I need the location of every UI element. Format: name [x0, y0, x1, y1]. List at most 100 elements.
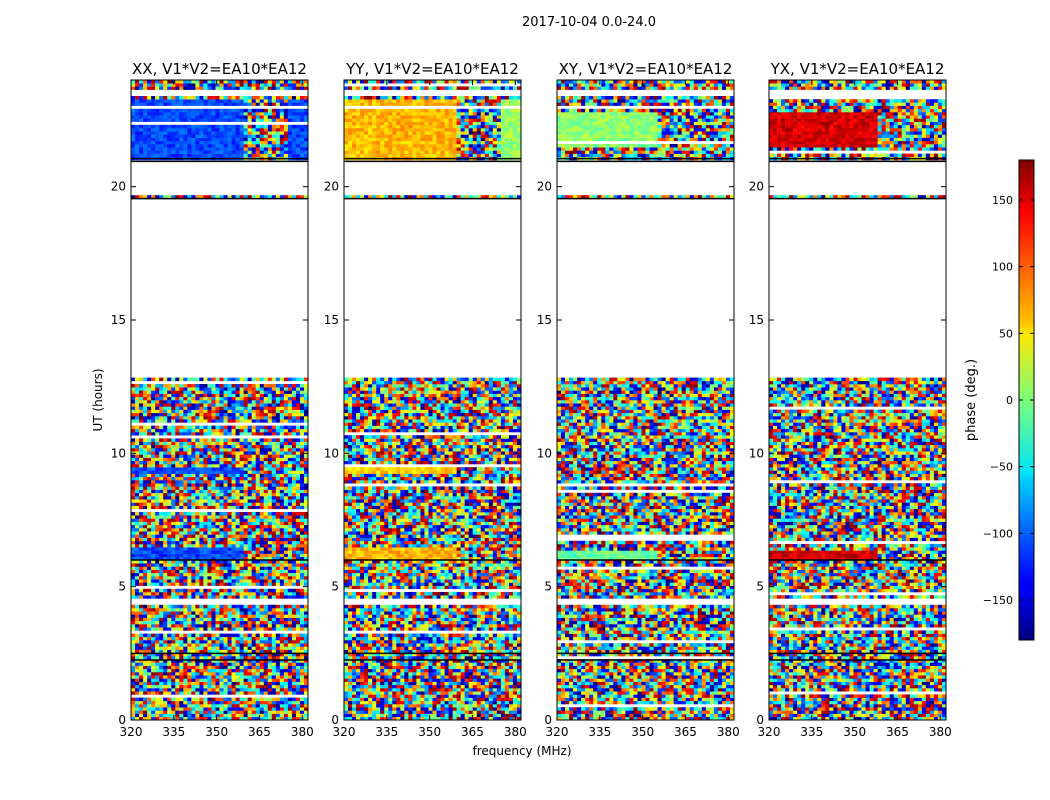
heatmap-cell [275, 384, 281, 388]
heatmap-cell [131, 153, 136, 158]
heatmap-cell [195, 489, 200, 494]
heatmap-cell [151, 400, 156, 404]
heatmap-cell [299, 505, 305, 510]
heatmap-cell [155, 108, 160, 113]
heatmap-cell [279, 432, 285, 436]
heatmap-cell [191, 153, 196, 158]
heatmap-cell [187, 108, 192, 113]
heatmap-cell [159, 627, 164, 631]
heatmap-cell [235, 531, 240, 535]
heatmap-cell [187, 544, 192, 548]
heatmap-cell [255, 540, 261, 545]
heatmap-cell [243, 512, 248, 516]
heatmap-cell [215, 432, 220, 436]
heatmap-cell [267, 412, 273, 417]
heatmap-cell [159, 396, 164, 401]
heatmap-cell [131, 400, 136, 404]
heatmap-cell [139, 633, 144, 638]
heatmap-cell [291, 387, 297, 391]
heatmap-cell [175, 579, 180, 583]
heatmap-cell [299, 428, 305, 433]
heatmap-cell [291, 579, 297, 583]
heatmap-cell [167, 595, 172, 599]
heatmap-cell [167, 627, 172, 631]
heatmap-cell [275, 118, 281, 122]
heatmap-cell [263, 441, 269, 446]
heatmap-cell [295, 563, 301, 567]
heatmap-cell [251, 140, 256, 145]
heatmap-cell [299, 582, 305, 586]
heatmap-cell [243, 646, 248, 650]
heatmap-cell [247, 534, 252, 538]
heatmap-cell [259, 448, 265, 452]
heatmap-cell [139, 444, 144, 449]
heatmap-cell [131, 672, 136, 676]
heatmap-cell [235, 678, 240, 682]
heatmap-cell [191, 704, 196, 708]
heatmap-cell [299, 640, 305, 644]
heatmap-cell [151, 540, 156, 545]
heatmap-cell [251, 633, 256, 638]
heatmap-cell [147, 457, 152, 462]
heatmap-cell [163, 112, 168, 116]
heatmap-cell [235, 537, 240, 542]
heatmap-cell [239, 646, 244, 650]
heatmap-cell [231, 608, 236, 612]
heatmap-cell [267, 195, 273, 199]
heatmap-cell [227, 134, 232, 138]
heatmap-cell [191, 624, 196, 628]
heatmap-cell [155, 592, 160, 596]
heatmap-cell [279, 668, 285, 673]
heatmap-cell [231, 425, 236, 430]
heatmap-cell [223, 633, 228, 638]
heatmap-cell [147, 700, 152, 705]
heatmap-cell [223, 137, 228, 142]
heatmap-cell [179, 681, 184, 686]
heatmap-cell [207, 649, 212, 654]
heatmap-cell [275, 646, 281, 650]
heatmap-cell [203, 560, 208, 564]
heatmap-cell [279, 691, 285, 695]
heatmap-cell [195, 502, 200, 506]
heatmap-cell [291, 528, 297, 532]
heatmap-cell [279, 473, 285, 478]
heatmap-cell [255, 144, 261, 148]
heatmap-cell [163, 588, 168, 593]
heatmap-cell [179, 595, 184, 599]
heatmap-cell [263, 684, 269, 689]
heatmap-cell [183, 624, 188, 628]
heatmap-cell [247, 556, 252, 561]
heatmap-cell [139, 409, 144, 414]
heatmap-cell [147, 476, 152, 481]
heatmap-cell [143, 425, 148, 430]
heatmap-cell [295, 531, 301, 535]
heatmap-cell [303, 128, 309, 132]
heatmap-cell [303, 131, 309, 135]
heatmap-cell [159, 656, 164, 660]
heatmap-cell [147, 646, 152, 650]
heatmap-cell [231, 384, 236, 388]
heatmap-cell [207, 521, 212, 526]
heatmap-cell [191, 460, 196, 465]
heatmap-cell [263, 512, 269, 516]
heatmap-cell [171, 556, 176, 561]
heatmap-cell [179, 118, 184, 122]
heatmap-cell [159, 118, 164, 122]
heatmap-cell [203, 150, 208, 154]
heatmap-cell [215, 681, 220, 686]
heatmap-cell [171, 553, 176, 558]
heatmap-cell [207, 624, 212, 628]
heatmap-cell [155, 544, 160, 548]
heatmap-cell [215, 521, 220, 526]
heatmap-cell [187, 396, 192, 401]
heatmap-cell [283, 662, 289, 666]
heatmap-cell [299, 534, 305, 538]
heatmap-cell [255, 438, 261, 442]
heatmap-cell [135, 137, 140, 142]
heatmap-cell [259, 640, 265, 644]
heatmap-cell [231, 144, 236, 148]
heatmap-cell [167, 428, 172, 433]
heatmap-cell [303, 393, 309, 398]
heatmap-cell [279, 665, 285, 670]
heatmap-cell [135, 387, 140, 391]
